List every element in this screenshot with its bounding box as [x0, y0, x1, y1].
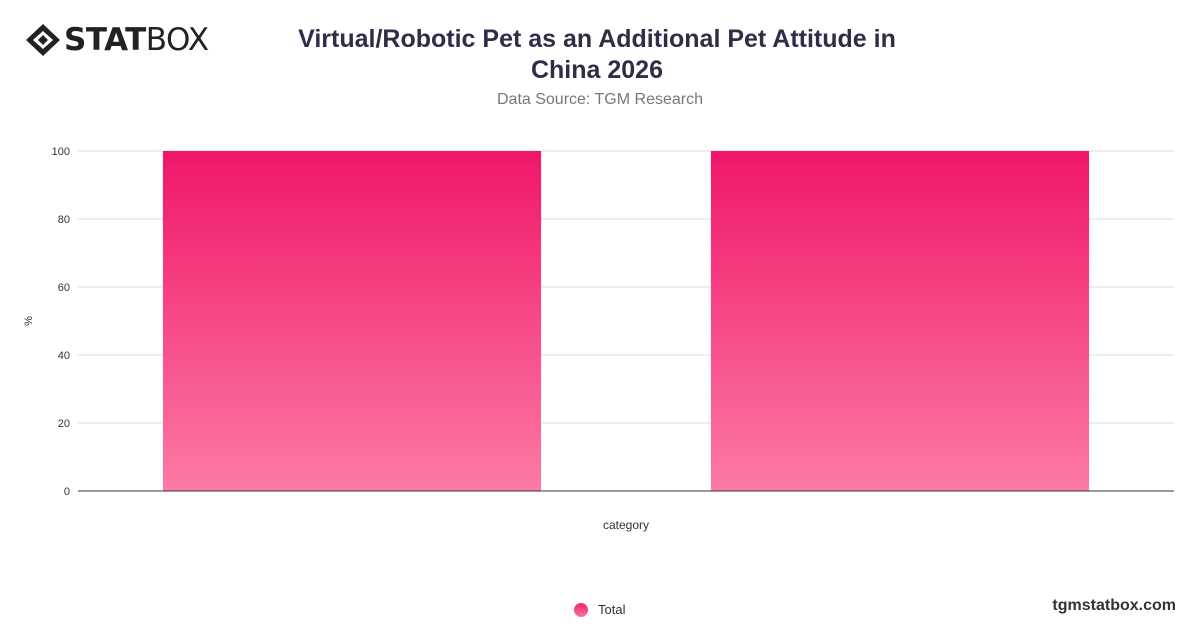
y-tick-label: 20 [58, 418, 70, 430]
logo-text-bold: STAT [64, 22, 146, 58]
y-tick-label: 80 [58, 214, 70, 226]
bar-2[interactable] [710, 151, 1090, 491]
legend-label-total: Total [598, 602, 626, 617]
chart-title: Virtual/Robotic Pet as an Additional Pet… [298, 25, 896, 84]
bar-1[interactable] [162, 151, 542, 491]
logo-text: STATBOX [64, 22, 209, 58]
legend-swatch-total [574, 602, 588, 617]
y-tick-label: 60 [58, 282, 70, 294]
diamond-logo-icon [26, 24, 60, 56]
website-url[interactable]: tgmstatbox.com [1052, 597, 1176, 614]
y-axis-title: % [23, 316, 35, 326]
logo-text-light: BOX [145, 22, 209, 58]
statbox-logo[interactable]: STATBOX [24, 22, 209, 58]
y-tick-label: 100 [52, 146, 70, 158]
y-tick-label: 0 [64, 486, 70, 498]
x-axis-title: category [603, 518, 649, 532]
chart-legend[interactable]: Total [574, 602, 625, 617]
chart-subtitle: Data Source: TGM Research [496, 91, 703, 108]
y-tick-label: 40 [58, 350, 70, 362]
